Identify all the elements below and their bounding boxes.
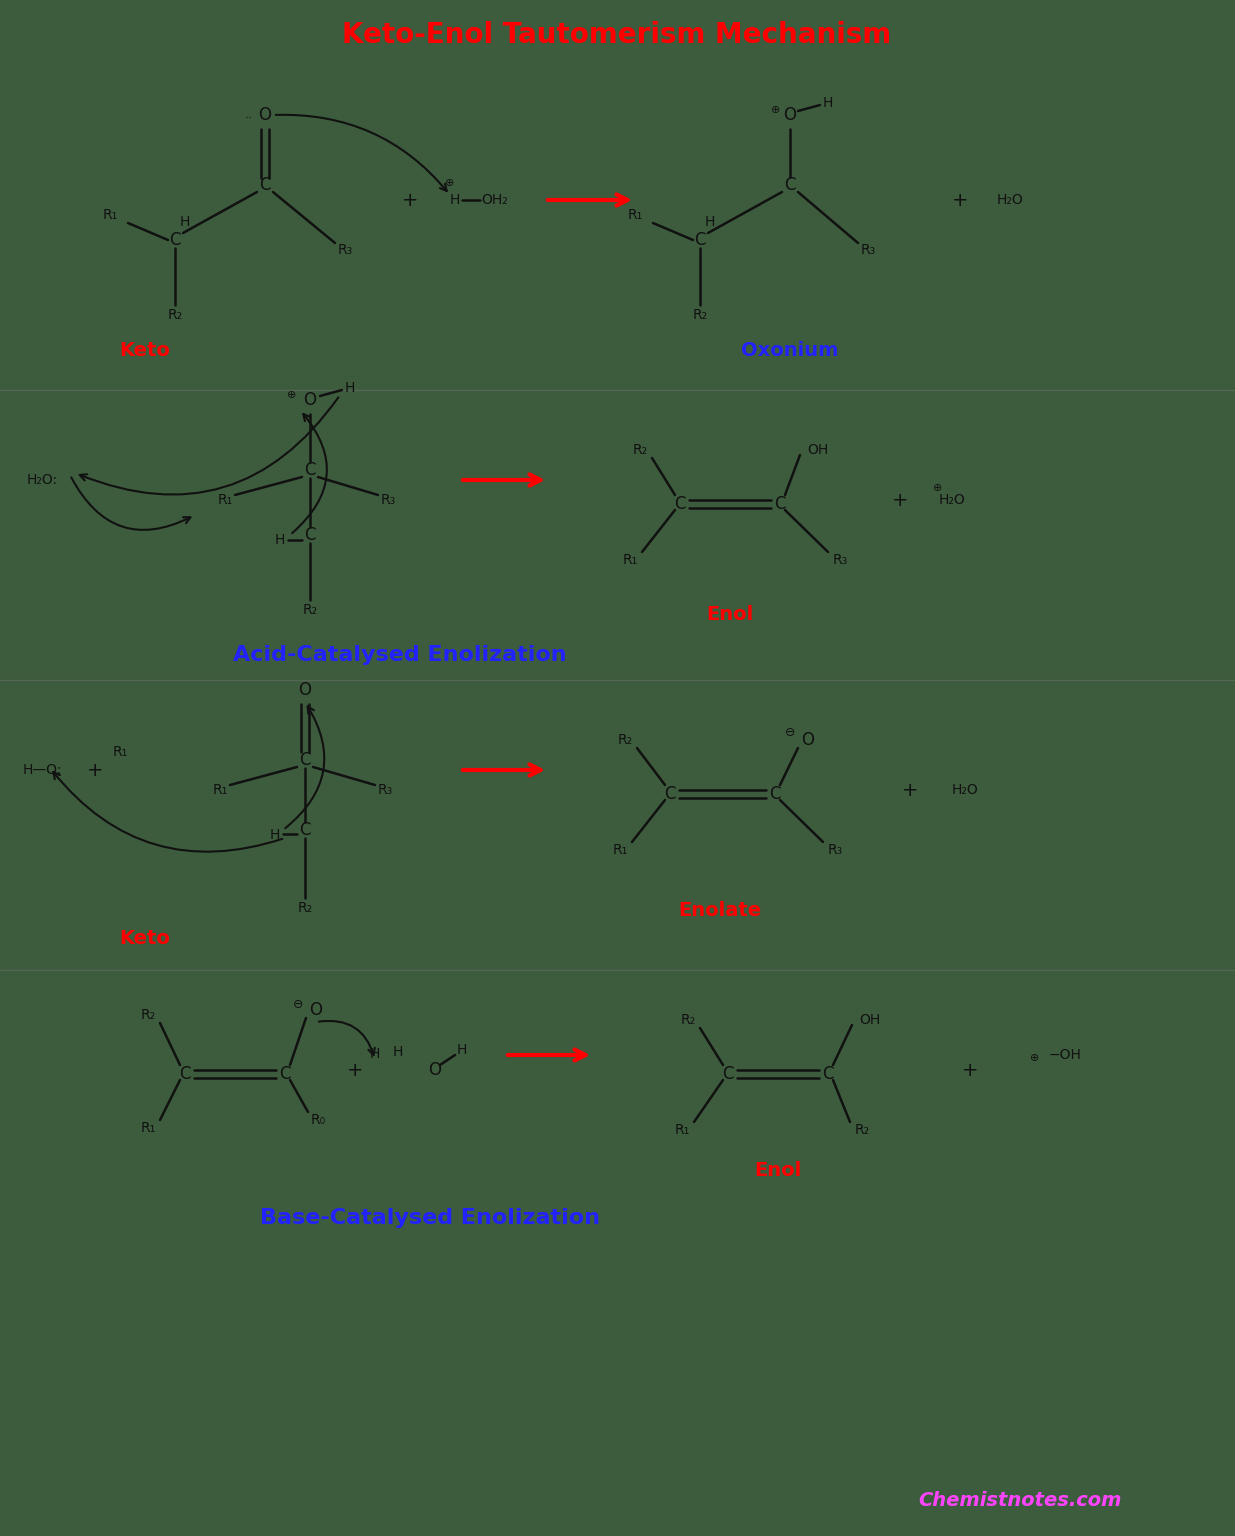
Text: +: + xyxy=(347,1060,363,1080)
Text: O: O xyxy=(310,1001,322,1018)
Text: R₁: R₁ xyxy=(212,783,227,797)
Text: H: H xyxy=(275,533,285,547)
Text: R₃: R₃ xyxy=(337,243,353,257)
Text: Keto: Keto xyxy=(120,928,170,948)
Text: C: C xyxy=(694,230,705,249)
Text: R₃: R₃ xyxy=(380,493,395,507)
Text: C: C xyxy=(299,751,311,770)
Text: OH: OH xyxy=(808,442,829,458)
Text: C: C xyxy=(169,230,180,249)
Text: R₂: R₂ xyxy=(141,1008,156,1021)
Text: −OH: −OH xyxy=(1049,1048,1082,1061)
Text: O: O xyxy=(783,106,797,124)
Text: C: C xyxy=(299,822,311,839)
Text: R₂: R₂ xyxy=(855,1123,869,1137)
Text: C: C xyxy=(304,461,316,479)
Text: +: + xyxy=(902,780,919,800)
Text: R₁: R₁ xyxy=(627,207,642,223)
Text: C: C xyxy=(179,1064,190,1083)
Text: +: + xyxy=(952,190,968,209)
Text: ..: .. xyxy=(245,109,253,121)
Text: C: C xyxy=(784,177,795,194)
Text: R₁: R₁ xyxy=(613,843,627,857)
Text: R₃: R₃ xyxy=(827,843,842,857)
Text: H: H xyxy=(345,381,356,395)
Text: Enol: Enol xyxy=(755,1161,802,1180)
Text: H: H xyxy=(393,1044,403,1058)
Text: O: O xyxy=(304,392,316,409)
Text: R₀: R₀ xyxy=(310,1114,326,1127)
Text: R₃: R₃ xyxy=(378,783,393,797)
Text: C: C xyxy=(664,785,676,803)
Text: H—O:: H—O: xyxy=(22,763,62,777)
Text: C: C xyxy=(674,495,685,513)
Text: C: C xyxy=(279,1064,290,1083)
Text: Acid-Catalysed Enolization: Acid-Catalysed Enolization xyxy=(233,645,567,665)
Text: Oxonium: Oxonium xyxy=(741,341,839,359)
Text: OH₂: OH₂ xyxy=(482,194,509,207)
Text: R₃: R₃ xyxy=(832,553,847,567)
Text: ⊕: ⊕ xyxy=(288,390,296,399)
Text: R₂: R₂ xyxy=(693,309,708,323)
Text: H₂O: H₂O xyxy=(997,194,1024,207)
Text: Keto: Keto xyxy=(120,341,170,359)
Text: H₂O: H₂O xyxy=(939,493,966,507)
Text: R₂: R₂ xyxy=(168,309,183,323)
Text: O: O xyxy=(299,680,311,699)
Text: Chemistnotes.com: Chemistnotes.com xyxy=(919,1490,1121,1510)
Text: +: + xyxy=(962,1060,978,1080)
Text: H: H xyxy=(450,194,461,207)
Text: Base-Catalysed Enolization: Base-Catalysed Enolization xyxy=(261,1207,600,1227)
Text: C: C xyxy=(304,525,316,544)
Text: +: + xyxy=(86,760,104,779)
Text: O: O xyxy=(429,1061,441,1078)
Text: Enol: Enol xyxy=(706,605,753,625)
Text: R₂: R₂ xyxy=(632,442,647,458)
Text: R₂: R₂ xyxy=(303,604,317,617)
Text: Enolate: Enolate xyxy=(678,900,762,920)
Text: R₁: R₁ xyxy=(674,1123,689,1137)
Text: R₁: R₁ xyxy=(141,1121,156,1135)
Text: O: O xyxy=(258,106,272,124)
Text: OH: OH xyxy=(860,1014,881,1028)
Text: C: C xyxy=(722,1064,734,1083)
Text: H: H xyxy=(823,95,834,111)
Text: R₁: R₁ xyxy=(622,553,637,567)
Text: H₂O: H₂O xyxy=(952,783,978,797)
Text: ⊕: ⊕ xyxy=(934,482,942,493)
Text: R₂: R₂ xyxy=(618,733,632,746)
Text: H: H xyxy=(369,1048,380,1061)
Text: R₂: R₂ xyxy=(680,1014,695,1028)
Text: ⊕: ⊕ xyxy=(772,104,781,115)
Text: H₂O:: H₂O: xyxy=(26,473,58,487)
Text: H: H xyxy=(457,1043,467,1057)
Text: R₃: R₃ xyxy=(861,243,876,257)
Text: H: H xyxy=(269,828,280,842)
Text: C: C xyxy=(774,495,785,513)
Text: ⊖: ⊖ xyxy=(784,725,795,739)
Text: O: O xyxy=(802,731,815,750)
Text: +: + xyxy=(892,490,908,510)
Text: R₁: R₁ xyxy=(112,745,127,759)
Text: ⊖: ⊖ xyxy=(293,997,304,1011)
Text: C: C xyxy=(823,1064,834,1083)
Text: Keto-Enol Tautomerism Mechanism: Keto-Enol Tautomerism Mechanism xyxy=(342,22,892,49)
Text: R₁: R₁ xyxy=(217,493,232,507)
Text: C: C xyxy=(259,177,270,194)
Text: ⊕: ⊕ xyxy=(446,178,454,187)
Text: R₂: R₂ xyxy=(298,902,312,915)
Text: R₁: R₁ xyxy=(103,207,117,223)
Text: H: H xyxy=(705,215,715,229)
Text: +: + xyxy=(401,190,419,209)
Text: C: C xyxy=(769,785,781,803)
Text: ⊕: ⊕ xyxy=(1030,1054,1040,1063)
Text: H: H xyxy=(180,215,190,229)
